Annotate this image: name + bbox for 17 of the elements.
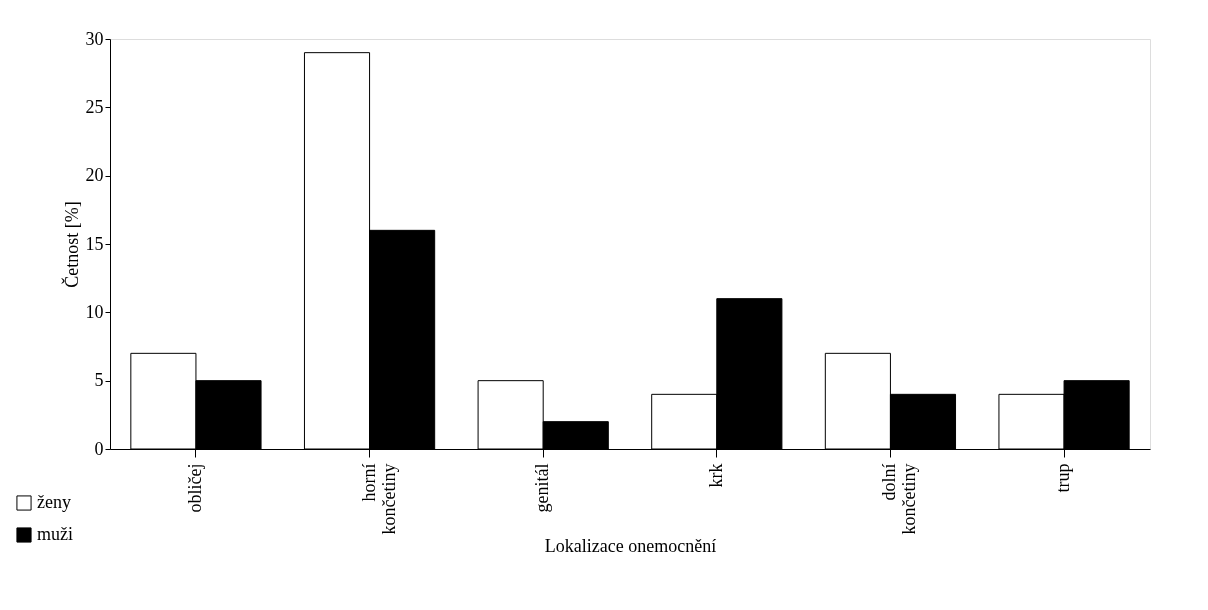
y-tick-label: 20 <box>85 165 104 186</box>
y-tick-label: 25 <box>85 96 104 117</box>
y-tick-label: 30 <box>85 28 104 49</box>
x-axis-title: Lokalizace onemocnění <box>544 536 717 557</box>
x-tick-label: dolní končetiny <box>879 463 920 535</box>
y-axis-title: Četnost [%] <box>60 201 82 288</box>
y-tick-label: 0 <box>94 438 104 459</box>
x-tick-label: genitál <box>532 463 553 513</box>
legend-label: ženy <box>37 492 71 512</box>
y-tick-label: 15 <box>85 233 104 254</box>
x-tick-label: horní končetiny <box>358 463 399 535</box>
y-tick-label: 10 <box>85 301 104 322</box>
legend-label: muži <box>37 524 73 544</box>
y-tick-label: 5 <box>94 370 104 391</box>
x-tick-label: krk <box>705 463 726 488</box>
x-tick-label: trup <box>1053 463 1074 493</box>
x-tick-label: obličej <box>184 463 205 513</box>
